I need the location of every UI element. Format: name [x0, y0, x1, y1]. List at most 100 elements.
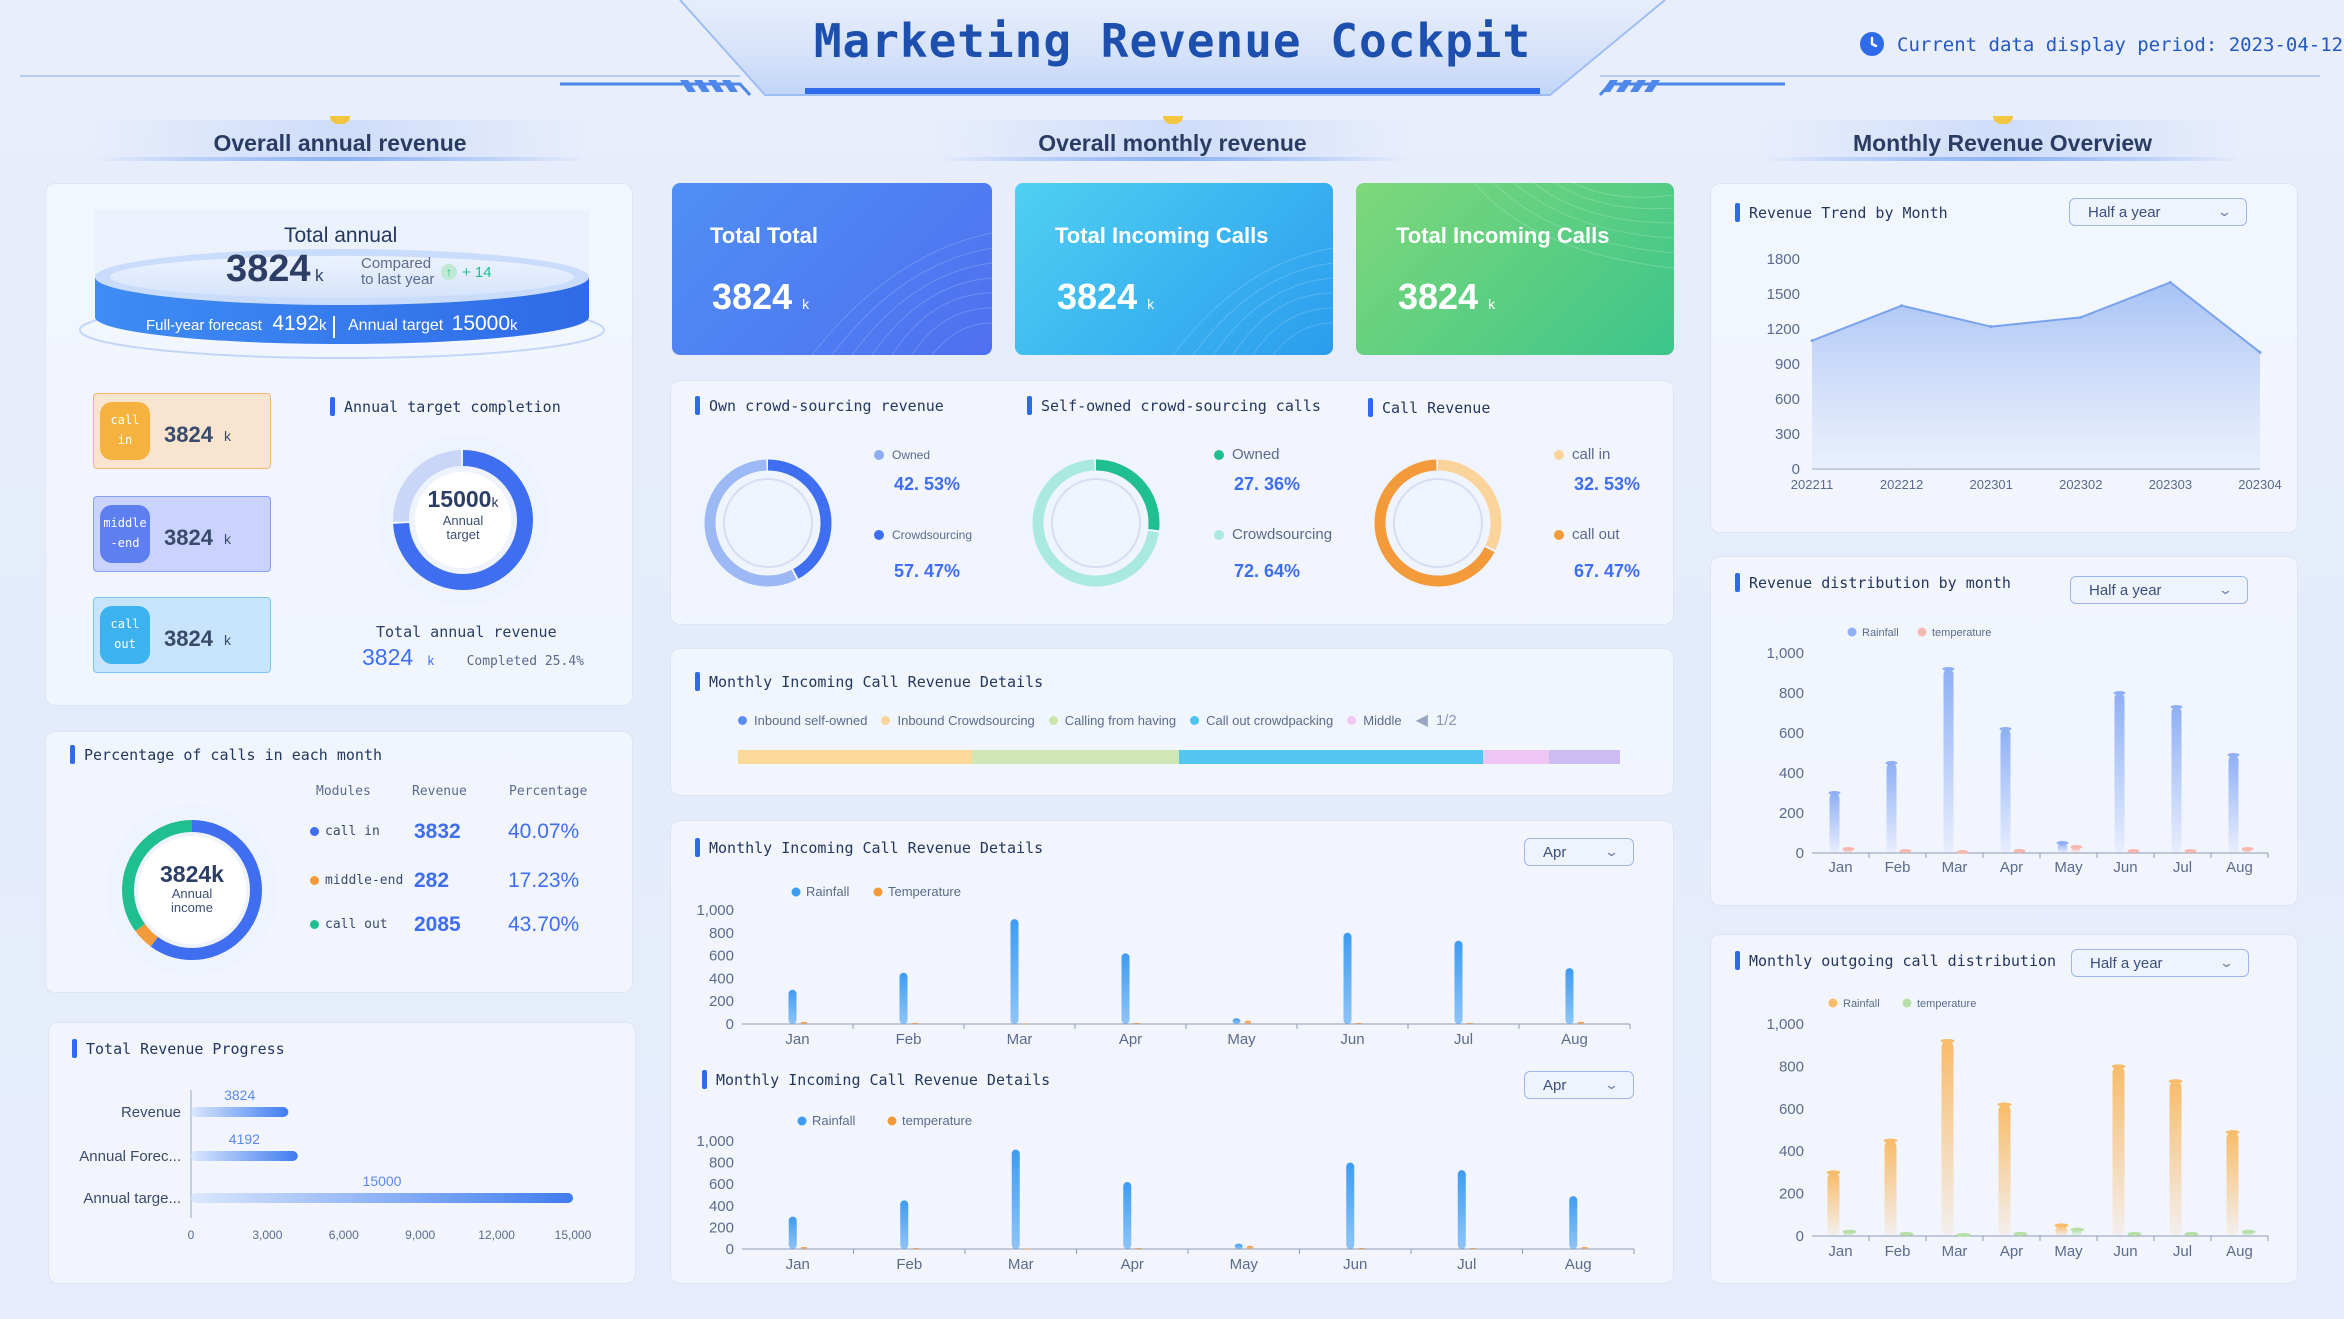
chart-x-label: Feb: [1885, 1243, 1911, 1260]
calls-center-label2: income: [171, 900, 213, 915]
progress-bar: [191, 1193, 573, 1203]
stack-legend-dot: [738, 716, 747, 725]
trend-point: [1989, 325, 1993, 329]
chart-ytick: 200: [709, 1219, 734, 1236]
kpi-card-total[interactable]: Total Total 3824 k: [672, 183, 992, 355]
incoming-chart1-select-value: Apr: [1543, 844, 1567, 861]
chart-bar-cap: [1885, 761, 1898, 765]
chart-x-label: Jul: [1454, 1031, 1473, 1048]
stack-legend-item[interactable]: Call out crowdpacking: [1190, 713, 1333, 728]
chart-bar-cap: [2127, 849, 2140, 853]
chart-bar: [1829, 793, 1840, 853]
incoming-chart2-select[interactable]: Apr ⌄: [1524, 1071, 1634, 1099]
kpi-card-incoming-2[interactable]: Total Incoming Calls 3824 k: [1356, 183, 1674, 355]
chart-bar-cap: [2241, 847, 2254, 851]
stack-legend-label: Call out crowdpacking: [1206, 713, 1334, 728]
completion-center-label1: Annual: [442, 513, 484, 528]
chevron-down-icon: ⌄: [2217, 582, 2234, 597]
calls-row-pct: 17.23%: [508, 869, 580, 892]
mini-card[interactable]: middle -end 3824 k: [93, 496, 271, 572]
chart-legend-label: Rainfall: [812, 1113, 855, 1128]
chart-legend-dot: [1917, 627, 1927, 637]
chart-bar: [1023, 1248, 1031, 1250]
chart-bar: [1454, 940, 1463, 1024]
chart-legend-dot: [873, 887, 883, 897]
chart-x-label: May: [1227, 1031, 1256, 1048]
stack-legend-item[interactable]: Middle: [1347, 713, 1402, 728]
chart-bar: [2000, 729, 2011, 853]
ring-inner: [1051, 478, 1141, 568]
prev-page-icon[interactable]: ◀: [1415, 712, 1428, 729]
kpi-value: 3824 k: [1398, 276, 1495, 318]
stack-legend-dot: [1048, 716, 1058, 725]
chart-bar: [800, 1021, 808, 1024]
chart-bar-cap: [2013, 1231, 2028, 1236]
progress-value-label: 15000: [363, 1173, 402, 1189]
clock-icon: [1860, 32, 1884, 56]
stack-segment: [1179, 750, 1484, 764]
ring-b-label: Crowdsourcing: [892, 528, 973, 542]
chart-ytick: 0: [1796, 845, 1804, 862]
kpi-number: 3824: [1057, 276, 1138, 317]
mini-card[interactable]: call out 3824 k: [93, 597, 271, 673]
calls-header-revenue: Revenue: [412, 784, 467, 799]
mini-card-unit: k: [224, 428, 231, 444]
chart-ytick: 1,000: [1766, 1016, 1804, 1033]
kpi-pattern: [1474, 183, 1674, 269]
progress-category: Annual Forec...: [79, 1148, 181, 1165]
trend-point: [2258, 350, 2262, 354]
chart-x-label: Aug: [2226, 1243, 2253, 1260]
stack-legend-item[interactable]: Calling from having: [1048, 713, 1176, 728]
progress-chart: Revenue 3824 Annual Forec... 4192 Annual tar…: [79, 1087, 591, 1242]
total-annual-label: Total annual revenue: [376, 623, 557, 641]
ring-inner: [1393, 478, 1483, 568]
chart-bar: [1581, 1246, 1589, 1249]
chart-bar: [1569, 1196, 1578, 1249]
chart-ytick: 800: [709, 1155, 734, 1172]
mini-card-badge-line2: out: [114, 637, 136, 651]
progress-tick: 6,000: [329, 1228, 359, 1242]
chart-ytick: 300: [1775, 426, 1800, 443]
ring-title: Call Revenue: [1368, 398, 1490, 417]
ring-b-value: 72. 64%: [1234, 561, 1301, 581]
annual-compared-line1: Compared: [361, 255, 432, 272]
chart-legend-label: Temperature: [888, 884, 961, 899]
chart-bar: [900, 1200, 909, 1249]
kpi-card-incoming-1[interactable]: Total Incoming Calls 3824 k: [1015, 183, 1333, 355]
chart-ytick: 600: [709, 1176, 734, 1193]
chart-x-label: 202301: [1970, 477, 2013, 492]
incoming-chart1-select[interactable]: Apr ⌄: [1524, 838, 1634, 866]
completion-center-number: 15000: [427, 486, 492, 512]
stack-legend-dot: [1347, 716, 1357, 725]
stack-legend-item[interactable]: Inbound self-owned: [738, 713, 867, 728]
chart-bar-cap: [1942, 667, 1955, 671]
chart-ytick: 0: [726, 1241, 734, 1258]
calls-center-value: 3824k: [160, 861, 224, 887]
chart-legend-dot: [1847, 627, 1857, 637]
progress-bar: [191, 1151, 298, 1161]
calls-row-dot: [310, 876, 319, 885]
legend-page: 1/2: [1435, 712, 1457, 729]
mini-card-badge-line1: call: [110, 413, 140, 427]
outgoing-select[interactable]: Half a year ⌄: [2071, 949, 2249, 977]
trend-select[interactable]: Half a year ⌄: [2069, 198, 2247, 226]
total-annual-unit: k: [427, 653, 435, 668]
chart-x-label: 202302: [2059, 477, 2102, 492]
chart-bar-cap: [2111, 1064, 2126, 1069]
section-title-monthly-text: Overall monthly revenue: [1038, 130, 1307, 156]
calls-center-label1: Annual: [171, 886, 213, 901]
annual-value-unit: k: [315, 266, 324, 285]
progress-tick: 3,000: [252, 1228, 282, 1242]
chart-legend-label: temperature: [1917, 998, 1976, 1010]
mini-card-badge-line1: middle: [103, 516, 147, 530]
mini-card[interactable]: call in 3824 k: [93, 393, 271, 469]
trend-chart: 0 300 600 900 1200 1500 1800 202211 202212 202301…: [1767, 251, 2282, 492]
stack-legend-item[interactable]: Inbound Crowdsourcing: [881, 713, 1035, 728]
chart-bar: [1123, 1182, 1132, 1249]
distribution-select[interactable]: Half a year ⌄: [2070, 576, 2248, 604]
ring-chart: [1366, 451, 1510, 595]
progress-title: Total Revenue Progress: [72, 1039, 285, 1058]
chart-x-label: Mar: [1942, 1243, 1968, 1260]
chart-ytick: 800: [709, 925, 734, 942]
chart-bar: [2057, 843, 2068, 853]
